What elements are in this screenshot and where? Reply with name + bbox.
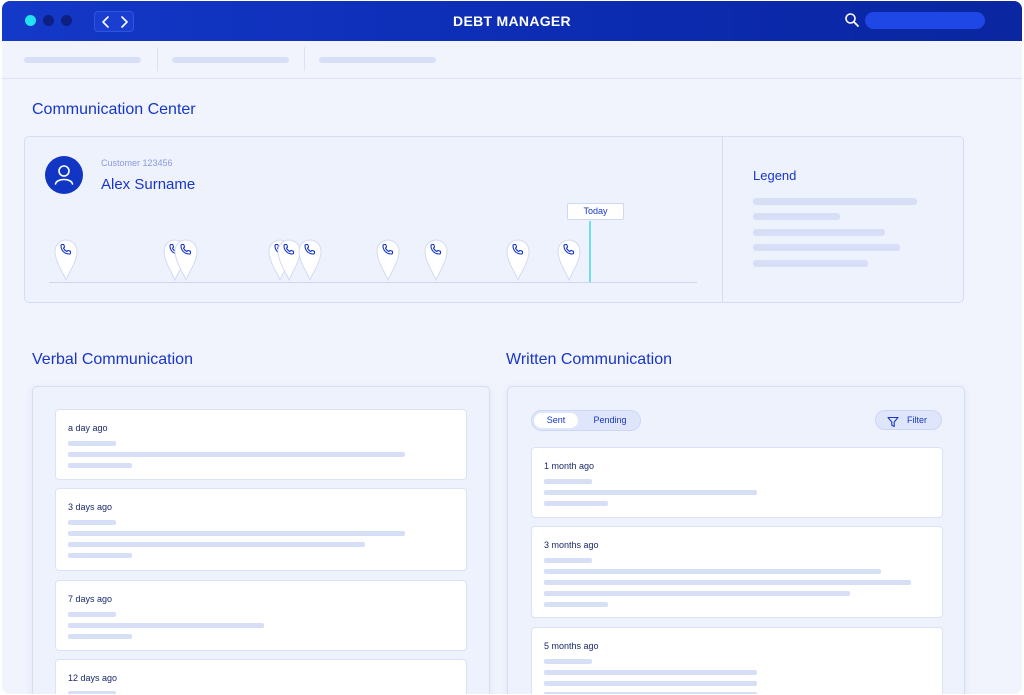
avatar[interactable] xyxy=(45,156,83,194)
sent-pending-toggle: Sent Pending xyxy=(531,410,641,431)
text-placeholder xyxy=(544,490,757,495)
text-placeholder xyxy=(68,634,132,639)
text-placeholder xyxy=(544,670,757,675)
list-item[interactable]: a day ago xyxy=(55,409,467,480)
window-minimize-dot-icon[interactable] xyxy=(43,15,54,26)
tab-bar xyxy=(2,41,1022,79)
today-badge: Today xyxy=(567,203,624,220)
app-title: DEBT MANAGER xyxy=(453,13,571,29)
chevron-left-icon[interactable] xyxy=(97,14,115,30)
title-bar: DEBT MANAGER xyxy=(2,1,1022,41)
filter-button[interactable]: Filter xyxy=(875,410,942,430)
list-item[interactable]: 3 months ago xyxy=(531,526,943,618)
item-time: 7 days ago xyxy=(68,594,113,604)
today-line xyxy=(589,221,591,282)
text-placeholder xyxy=(68,520,116,525)
legend-item-placeholder xyxy=(753,213,840,220)
phone-marker-icon[interactable] xyxy=(505,235,531,282)
written-communication-panel: Sent Pending Filter 1 month ago 3 months… xyxy=(507,386,965,694)
item-time: 12 days ago xyxy=(68,673,118,683)
filter-label: Filter xyxy=(907,415,927,425)
text-placeholder xyxy=(544,681,757,686)
text-placeholder xyxy=(68,553,132,558)
item-time: 1 month ago xyxy=(544,461,595,471)
phone-marker-icon[interactable] xyxy=(375,235,401,282)
text-placeholder xyxy=(68,542,365,547)
tab-sent[interactable]: Sent xyxy=(534,413,578,428)
text-placeholder xyxy=(544,580,911,585)
text-placeholder xyxy=(68,441,116,446)
phone-marker-icon[interactable] xyxy=(556,235,582,282)
list-item[interactable]: 12 days ago xyxy=(55,659,467,694)
filter-icon xyxy=(887,415,899,428)
text-placeholder xyxy=(68,531,405,536)
item-time: 5 months ago xyxy=(544,641,599,651)
list-item[interactable]: 1 month ago xyxy=(531,447,943,518)
tab-3[interactable] xyxy=(305,41,451,79)
item-time: a day ago xyxy=(68,423,108,433)
customer-name: Alex Surname xyxy=(101,176,196,193)
phone-marker-icon[interactable] xyxy=(297,235,323,282)
text-placeholder xyxy=(544,558,592,563)
list-item[interactable]: 3 days ago xyxy=(55,488,467,571)
legend-title: Legend xyxy=(753,168,797,183)
timeline-panel: Customer 123456 Alex Surname Today Legen… xyxy=(24,136,964,303)
written-communication-title: Written Communication xyxy=(506,351,672,368)
history-nav xyxy=(94,11,134,32)
text-placeholder xyxy=(544,479,592,484)
timeline-axis xyxy=(49,282,697,283)
text-placeholder xyxy=(544,692,757,694)
legend-item-placeholder xyxy=(753,244,900,251)
text-placeholder xyxy=(68,623,264,628)
text-placeholder xyxy=(544,659,592,664)
phone-marker-icon[interactable] xyxy=(423,235,449,282)
text-placeholder xyxy=(68,691,116,694)
search-icon[interactable] xyxy=(844,12,860,28)
verbal-communication-panel: a day ago 3 days ago 7 days ago 12 days … xyxy=(32,386,490,694)
text-placeholder xyxy=(68,452,405,457)
text-placeholder xyxy=(544,602,608,607)
list-item[interactable]: 5 months ago xyxy=(531,627,943,694)
phone-marker-icon[interactable] xyxy=(53,235,79,282)
text-placeholder xyxy=(544,569,881,574)
tab-label-placeholder xyxy=(319,57,436,63)
search-input[interactable] xyxy=(865,12,985,29)
tab-divider xyxy=(304,47,305,71)
tab-pending[interactable]: Pending xyxy=(593,415,627,425)
text-placeholder xyxy=(544,591,850,596)
communication-center-title: Communication Center xyxy=(32,101,196,118)
legend-item-placeholder xyxy=(753,260,868,267)
legend-item-placeholder xyxy=(753,198,917,205)
tab-label-placeholder xyxy=(24,57,141,63)
text-placeholder xyxy=(68,612,116,617)
window-maximize-dot-icon[interactable] xyxy=(61,15,72,26)
item-time: 3 days ago xyxy=(68,502,113,512)
text-placeholder xyxy=(544,501,608,506)
list-item[interactable]: 7 days ago xyxy=(55,580,467,651)
customer-id: Customer 123456 xyxy=(101,158,173,168)
tab-divider xyxy=(157,47,158,71)
chevron-right-icon[interactable] xyxy=(115,14,133,30)
phone-marker-icon[interactable] xyxy=(276,235,302,282)
tab-2[interactable] xyxy=(158,41,304,79)
tab-1[interactable] xyxy=(2,41,157,79)
user-icon xyxy=(54,165,74,185)
text-placeholder xyxy=(68,463,132,468)
window-close-dot-icon[interactable] xyxy=(25,15,36,26)
tab-label-placeholder xyxy=(172,57,289,63)
phone-marker-icon[interactable] xyxy=(173,235,199,282)
legend-item-placeholder xyxy=(753,229,885,236)
item-time: 3 months ago xyxy=(544,540,599,550)
verbal-communication-title: Verbal Communication xyxy=(32,351,193,368)
legend: Legend xyxy=(722,137,964,302)
